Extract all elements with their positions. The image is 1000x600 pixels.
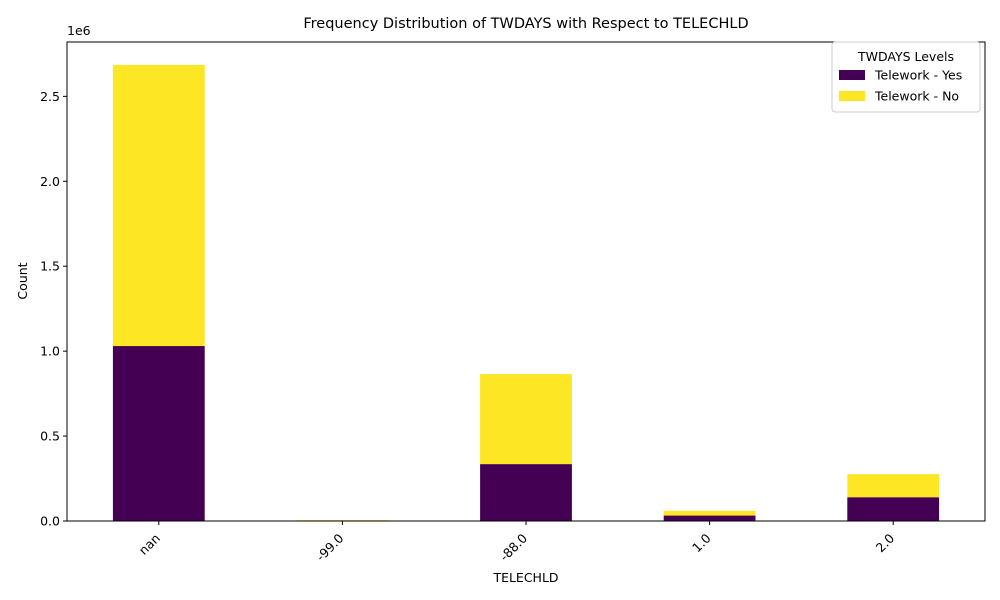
- bar-segment: [847, 497, 940, 521]
- y-axis: 0.0 0.5 1.0 1.5 2.0 2.5: [40, 89, 67, 529]
- y-tick-label: 1.5: [40, 259, 60, 274]
- legend-label: Telework - No: [874, 89, 959, 104]
- chart-title: Frequency Distribution of TWDAYS with Re…: [303, 16, 748, 32]
- bar-segment: [480, 374, 572, 465]
- plot-frame: [66, 41, 986, 522]
- y-tick-label: 1.0: [40, 344, 60, 359]
- bar-segment: [663, 515, 756, 521]
- y-axis-label: Count: [15, 262, 30, 299]
- y-axis-offset-label: 1e6: [67, 23, 91, 38]
- bars: [112, 64, 940, 521]
- legend-label: Telework - Yes: [874, 68, 962, 83]
- bar-segment: [112, 346, 205, 521]
- y-tick-label: 0.5: [40, 429, 60, 444]
- bar-segment: [663, 510, 756, 516]
- bar-segment: [847, 474, 940, 498]
- bar-segment: [480, 464, 572, 521]
- legend-swatch: [839, 70, 865, 80]
- y-tick-label: 2.0: [40, 174, 60, 189]
- legend-title: TWDAYS Levels: [857, 49, 954, 64]
- y-tick-label: 2.5: [40, 89, 60, 104]
- legend-swatch: [839, 91, 865, 101]
- legend-box: [831, 41, 981, 113]
- bar-segment: [112, 64, 205, 347]
- legend: TWDAYS Levels Telework - Yes Telework - N…: [831, 41, 981, 113]
- x-axis-label: TELECHLD: [492, 570, 558, 585]
- y-tick-label: 0.0: [40, 514, 60, 529]
